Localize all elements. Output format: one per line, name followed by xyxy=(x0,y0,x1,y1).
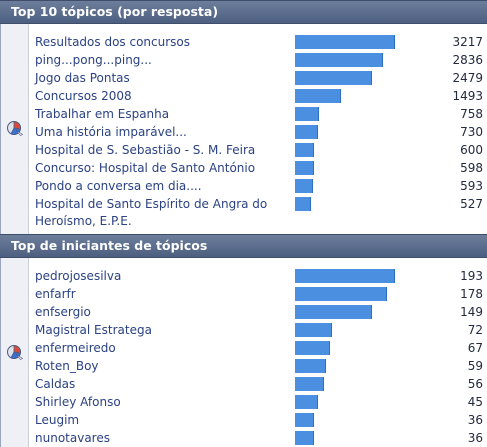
value-count: 59 xyxy=(467,359,483,373)
top-starters-panel: Top de iniciantes de tópicos pedrojosesi… xyxy=(0,234,487,447)
value-count: 56 xyxy=(467,377,483,391)
topic-row: Pondo a conversa em dia.... 593 xyxy=(29,177,487,195)
value-bar xyxy=(295,287,387,301)
value-count: 758 xyxy=(460,107,483,121)
value-count: 2836 xyxy=(452,53,483,67)
topic-link[interactable]: Pondo a conversa em dia.... xyxy=(35,179,202,193)
topic-link[interactable]: Concurso: Hospital de Santo António xyxy=(35,161,256,175)
starter-row: Shirley Afonso 45 xyxy=(29,393,487,411)
topic-link[interactable]: Hospital de Santo Espírito de Angra do H… xyxy=(35,197,268,228)
value-count: 527 xyxy=(460,197,483,211)
starter-row: Roten_Boy 59 xyxy=(29,357,487,375)
topic-link[interactable]: ping...pong...ping... xyxy=(35,53,152,67)
value-count: 193 xyxy=(460,269,483,283)
user-link[interactable]: enfermeiredo xyxy=(35,341,116,355)
top-starters-body: pedrojosesilva 193 enfarfr 178 enfsergio 149 M… xyxy=(0,258,487,447)
starter-row: nunotavares 36 xyxy=(29,429,487,447)
starter-row: enfarfr 178 xyxy=(29,285,487,303)
topic-row: ping...pong...ping... 2836 xyxy=(29,51,487,69)
value-count: 36 xyxy=(467,413,483,427)
user-link[interactable]: Caldas xyxy=(35,377,76,391)
value-bar xyxy=(295,143,314,157)
topic-row: Trabalhar em Espanha 758 xyxy=(29,105,487,123)
pie-chart-icon xyxy=(5,344,25,360)
user-link[interactable]: Shirley Afonso xyxy=(35,395,121,409)
value-bar xyxy=(295,125,318,139)
value-bar xyxy=(295,35,395,49)
starter-row: Leugim 36 xyxy=(29,411,487,429)
user-link[interactable]: Magistral Estratega xyxy=(35,323,152,337)
starter-row: enfsergio 149 xyxy=(29,303,487,321)
starter-row: Magistral Estratega 72 xyxy=(29,321,487,339)
topic-row: Hospital de Santo Espírito de Angra do H… xyxy=(29,195,487,229)
top-topics-list: Resultados dos concursos 3217 ping...pong.… xyxy=(29,33,487,229)
topic-row: Jogo das Pontas 2479 xyxy=(29,69,487,87)
value-bar xyxy=(295,269,395,283)
user-link[interactable]: enfarfr xyxy=(35,287,76,301)
user-link[interactable]: Leugim xyxy=(35,413,80,427)
topic-link[interactable]: Trabalhar em Espanha xyxy=(35,107,170,121)
value-count: 598 xyxy=(460,161,483,175)
value-bar xyxy=(295,431,314,445)
value-bar xyxy=(295,197,311,211)
topic-row: Resultados dos concursos 3217 xyxy=(29,33,487,51)
value-count: 730 xyxy=(460,125,483,139)
topic-row: Concurso: Hospital de Santo António 598 xyxy=(29,159,487,177)
topic-link[interactable]: Resultados dos concursos xyxy=(35,35,191,49)
value-count: 149 xyxy=(460,305,483,319)
starter-row: pedrojosesilva 193 xyxy=(29,267,487,285)
value-bar xyxy=(295,323,332,337)
value-bar xyxy=(295,107,319,121)
value-count: 2479 xyxy=(452,71,483,85)
topic-row: Hospital de S. Sebastião - S. M. Feira 60… xyxy=(29,141,487,159)
top-topics-panel: Top 10 tópicos (por resposta) Resultados… xyxy=(0,0,487,235)
topic-link[interactable]: Uma história imparável... xyxy=(35,125,187,139)
value-bar xyxy=(295,377,324,391)
topic-link[interactable]: Jogo das Pontas xyxy=(35,71,130,85)
value-count: 1493 xyxy=(452,89,483,103)
value-count: 36 xyxy=(467,431,483,445)
user-link[interactable]: nunotavares xyxy=(35,431,110,445)
value-bar xyxy=(295,359,326,373)
value-bar xyxy=(295,161,314,175)
top-starters-icon-column xyxy=(1,258,29,447)
user-link[interactable]: enfsergio xyxy=(35,305,91,319)
value-count: 72 xyxy=(467,323,483,337)
value-count: 67 xyxy=(467,341,483,355)
top-starters-list: pedrojosesilva 193 enfarfr 178 enfsergio 149 M… xyxy=(29,267,487,447)
value-bar xyxy=(295,179,313,193)
starter-row: Caldas 56 xyxy=(29,375,487,393)
pie-chart-icon xyxy=(5,120,25,136)
topic-row: Concursos 2008 1493 xyxy=(29,87,487,105)
value-count: 3217 xyxy=(452,35,483,49)
value-bar xyxy=(295,89,341,103)
user-link[interactable]: Roten_Boy xyxy=(35,359,99,373)
value-bar xyxy=(295,53,383,67)
value-bar xyxy=(295,395,318,409)
topic-row: Uma história imparável... 730 xyxy=(29,123,487,141)
value-count: 45 xyxy=(467,395,483,409)
value-count: 178 xyxy=(460,287,483,301)
top-topics-icon-column xyxy=(1,24,29,235)
top-starters-title: Top de iniciantes de tópicos xyxy=(0,234,487,258)
topic-link[interactable]: Concursos 2008 xyxy=(35,89,132,103)
top-topics-body: Resultados dos concursos 3217 ping...pong.… xyxy=(0,24,487,235)
starter-row: enfermeiredo 67 xyxy=(29,339,487,357)
user-link[interactable]: pedrojosesilva xyxy=(35,269,122,283)
value-bar xyxy=(295,305,372,319)
value-count: 600 xyxy=(460,143,483,157)
value-bar xyxy=(295,413,314,427)
topic-link[interactable]: Hospital de S. Sebastião - S. M. Feira xyxy=(35,143,256,157)
value-bar xyxy=(295,71,372,85)
value-count: 593 xyxy=(460,179,483,193)
value-bar xyxy=(295,341,330,355)
top-topics-title: Top 10 tópicos (por resposta) xyxy=(0,0,487,24)
